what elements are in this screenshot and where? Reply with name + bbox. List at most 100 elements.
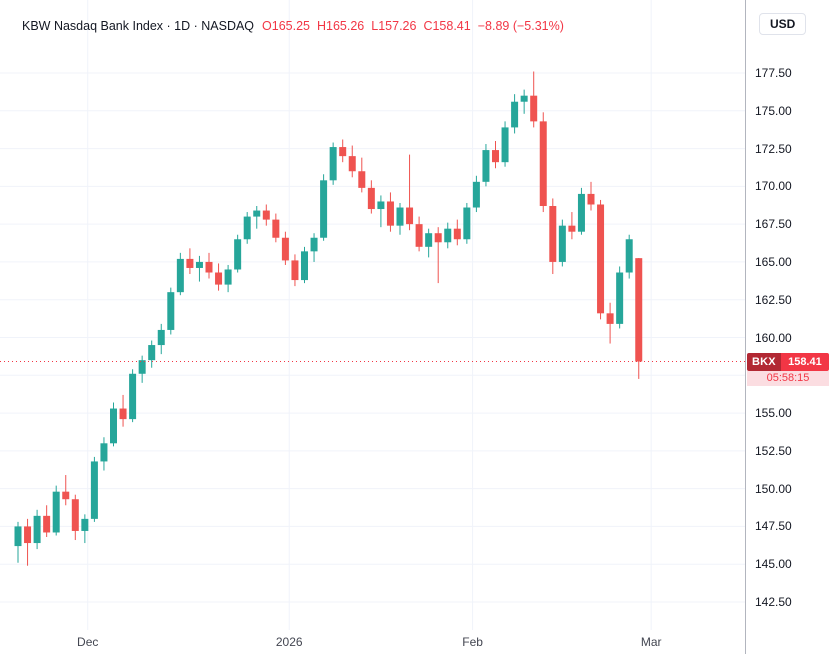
badge-symbol: BKX <box>747 352 781 371</box>
candle-up <box>625 234 633 279</box>
candle-down <box>635 257 643 379</box>
candle-up <box>138 355 146 383</box>
candle-down <box>71 494 79 541</box>
candle-down <box>215 263 223 291</box>
candle-down <box>119 394 127 427</box>
candle-up <box>396 202 404 235</box>
ohlc-change: −8.89 (−5.31%) <box>477 19 564 33</box>
candle-up <box>310 233 318 262</box>
price-tick: 162.50 <box>755 292 792 307</box>
candle-up <box>52 485 60 536</box>
time-label: Feb <box>462 635 483 649</box>
candle-up <box>511 94 519 134</box>
candle-up <box>224 264 232 293</box>
ohlc-open: O165.25 <box>262 19 310 33</box>
candle-up <box>81 514 89 544</box>
candle-down <box>348 145 356 178</box>
price-tick: 147.50 <box>755 519 792 534</box>
price-tick: 172.50 <box>755 141 792 156</box>
candle-down <box>272 213 280 243</box>
price-axis[interactable]: USD 177.50 175.00 172.50 170.00 167.50 165.00… <box>745 0 830 654</box>
candle-up <box>577 187 585 235</box>
candle-down <box>358 157 366 193</box>
candle-up <box>195 255 203 282</box>
candle-down <box>367 180 375 214</box>
candle-down <box>386 192 394 232</box>
candle-down <box>205 252 213 279</box>
candle-up <box>110 402 117 447</box>
price-tick: 145.00 <box>755 557 792 572</box>
ohlc-low: L157.26 <box>371 19 417 33</box>
candle-down <box>43 505 51 538</box>
time-label: Mar <box>640 635 662 649</box>
candle-up <box>33 509 41 550</box>
price-tick: 142.50 <box>755 595 792 609</box>
candle-down <box>587 181 595 211</box>
candle-up <box>148 340 156 368</box>
candle-up <box>90 456 98 522</box>
candle-down <box>568 212 576 240</box>
candle-up <box>444 222 452 249</box>
symbol-description[interactable]: KBW Nasdaq Bank Index · 1D · NASDAQ <box>22 19 255 33</box>
price-tick: 177.50 <box>755 66 792 80</box>
candle-down <box>186 248 194 275</box>
candle-down <box>492 141 499 169</box>
candle-up <box>616 266 624 329</box>
price-tick: 170.00 <box>755 179 792 194</box>
candle-up <box>301 246 308 284</box>
candle-up <box>14 521 22 563</box>
candles-layer <box>14 71 643 566</box>
candle-down <box>281 231 289 265</box>
candle-up <box>463 202 471 244</box>
price-tick: 150.00 <box>755 481 792 496</box>
candle-down <box>549 198 557 275</box>
candle-up <box>157 323 165 355</box>
grid-layer <box>0 0 745 630</box>
candle-up <box>377 195 385 228</box>
candle-up <box>501 121 509 167</box>
candle-down <box>606 302 614 344</box>
price-tick: 165.00 <box>755 254 792 269</box>
candle-up <box>129 369 137 423</box>
ohlc-close: C158.41 <box>423 19 471 33</box>
time-label: Dec <box>77 635 99 649</box>
candle-down <box>339 139 347 163</box>
candle-up <box>329 142 337 185</box>
last-price-row: BKX 158.41 <box>747 352 829 371</box>
candle-up <box>176 252 184 296</box>
candle-up <box>472 175 480 213</box>
candle-up <box>167 287 175 335</box>
badge-price: 158.41 <box>780 352 829 371</box>
ohlc-high: H165.26 <box>317 19 365 33</box>
candle-up <box>482 144 490 187</box>
candle-down <box>434 227 442 284</box>
price-tick: 152.50 <box>755 443 792 458</box>
candle-up <box>425 228 433 258</box>
candle-down <box>291 254 299 287</box>
candle-up <box>320 174 328 241</box>
candle-down <box>406 154 414 231</box>
price-tick: 175.00 <box>755 103 792 118</box>
candle-up <box>100 437 108 471</box>
badge-countdown: 05:58:15 <box>747 370 829 386</box>
candle-down <box>539 112 547 213</box>
price-tick: 155.00 <box>755 406 792 421</box>
time-axis[interactable]: Dec 2026 Feb Mar <box>0 630 745 654</box>
time-label: 2026 <box>275 635 303 649</box>
candle-down <box>453 219 461 246</box>
currency-label[interactable]: USD <box>759 13 807 35</box>
candle-down <box>597 199 605 320</box>
candle-down <box>530 71 538 128</box>
price-tick: 160.00 <box>755 330 792 345</box>
candle-down <box>415 216 423 252</box>
chart-legend[interactable]: KBW Nasdaq Bank Index · 1D · NASDAQ O165.… <box>22 18 571 34</box>
candle-down <box>262 204 270 226</box>
candle-up <box>520 89 528 114</box>
last-price-badge: BKX 158.41 05:58:15 <box>747 352 829 386</box>
candle-up <box>243 212 251 244</box>
candle-up <box>558 219 566 267</box>
candle-up <box>234 234 242 273</box>
candle-down <box>62 475 70 506</box>
